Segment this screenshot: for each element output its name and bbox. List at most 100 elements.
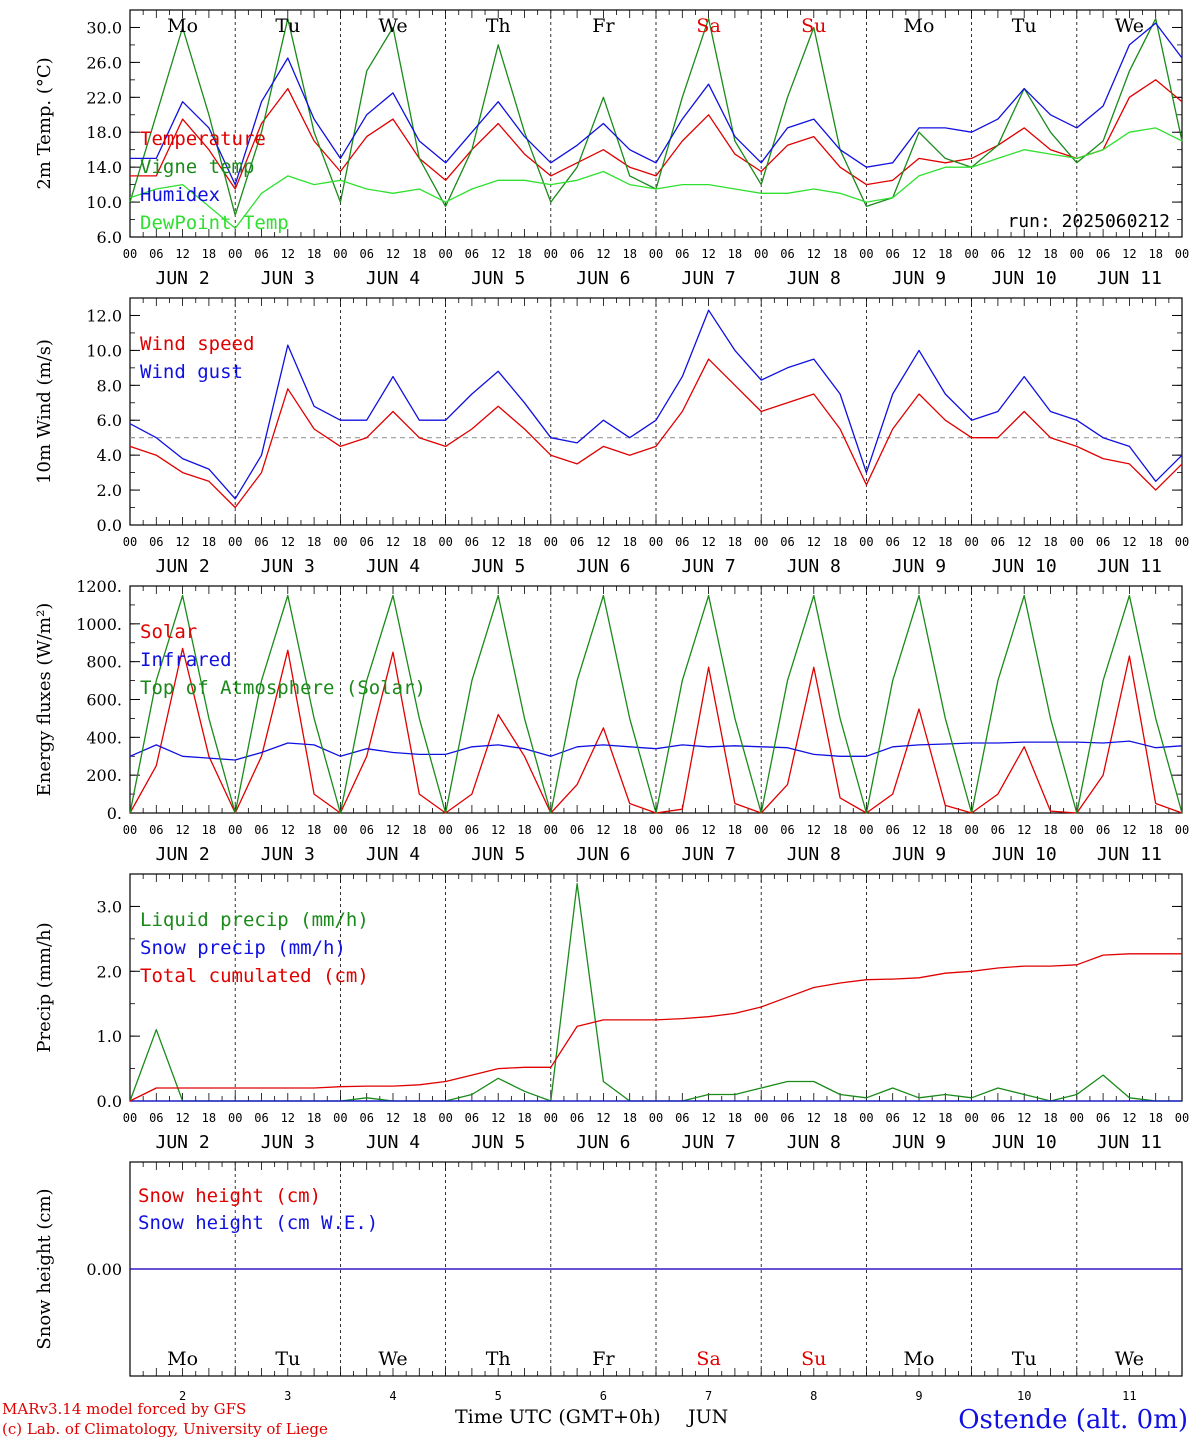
x-hour-label: 06	[254, 247, 268, 261]
x-hour-label: 18	[307, 535, 321, 549]
panel-1: 6.0 10.0 14.0 18.0 22.0 26.0 30.0 2m Temp. (°C)…	[34, 9, 1189, 289]
x-date-label: JUN 7	[682, 268, 736, 289]
y-tick-label: 1200.	[76, 577, 122, 596]
x-hour-label: 00	[1175, 1111, 1189, 1125]
y-axis-label: 2m Temp. (°C)	[34, 57, 55, 189]
x-day-number: 5	[495, 1389, 502, 1403]
x-hour-label: 00	[544, 823, 558, 837]
x-hour-label: 06	[991, 535, 1005, 549]
x-hour-label: 12	[912, 247, 926, 261]
x-day-number: 9	[915, 1389, 922, 1403]
x-hour-label: 12	[175, 1111, 189, 1125]
x-hour-label: 18	[833, 535, 847, 549]
day-name-label: Su	[801, 1348, 826, 1370]
x-hour-label: 06	[675, 247, 689, 261]
x-hour-label: 18	[412, 1111, 426, 1125]
y-tick-label: 0.0	[97, 1092, 122, 1111]
x-hour-label: 06	[1096, 247, 1110, 261]
x-hour-label: 18	[412, 247, 426, 261]
x-hour-label: 18	[307, 1111, 321, 1125]
y-tick-label: 10.0	[86, 193, 122, 212]
x-hour-label: 00	[649, 535, 663, 549]
x-hour-label: 06	[465, 823, 479, 837]
day-name-label: Fr	[592, 15, 615, 37]
x-hour-label: 12	[1122, 1111, 1136, 1125]
x-hour-label: 12	[175, 535, 189, 549]
day-name-label: We	[378, 1348, 407, 1370]
x-hour-label: 18	[1148, 535, 1162, 549]
legend-entry: Snow height (cm W.E.)	[138, 1212, 378, 1234]
day-name-label: Tu	[275, 15, 300, 37]
series-line-temperature	[130, 79, 1183, 190]
x-hour-label: 18	[622, 1111, 636, 1125]
x-hour-label: 00	[649, 823, 663, 837]
x-hour-label: 00	[754, 535, 768, 549]
x-hour-label: 06	[780, 535, 794, 549]
x-hour-label: 12	[807, 535, 821, 549]
x-hour-label: 00	[1175, 823, 1189, 837]
x-date-label: JUN 9	[892, 556, 946, 577]
y-tick-label: 14.0	[86, 158, 122, 177]
y-tick-label: 26.0	[86, 53, 122, 72]
x-day-number: 2	[179, 1389, 186, 1403]
x-date-label: JUN 2	[156, 268, 210, 289]
x-date-label: JUN 11	[1097, 268, 1162, 289]
x-hour-label: 12	[701, 823, 715, 837]
x-hour-label: 18	[728, 535, 742, 549]
x-hour-label: 18	[412, 535, 426, 549]
x-hour-label: 12	[281, 823, 295, 837]
x-hour-label: 18	[938, 1111, 952, 1125]
x-hour-label: 06	[991, 247, 1005, 261]
x-hour-label: 12	[491, 823, 505, 837]
x-hour-label: 12	[1122, 535, 1136, 549]
panel-3: 0. 200. 400. 600. 800. 1000. 1200. Energy fluxe…	[34, 577, 1189, 865]
x-hour-label: 06	[675, 535, 689, 549]
x-hour-label: 12	[596, 1111, 610, 1125]
x-hour-label: 00	[1070, 535, 1084, 549]
x-hour-label: 06	[885, 823, 899, 837]
x-hour-label: 00	[859, 823, 873, 837]
x-hour-label: 00	[754, 823, 768, 837]
station-label: Ostende (alt. 0m)	[958, 1405, 1188, 1435]
series-line-humidex	[130, 22, 1183, 186]
series-line-dewpoint-temp	[129, 127, 1183, 229]
day-name-label: Su	[801, 15, 826, 37]
x-date-label: JUN 7	[682, 556, 736, 577]
panel-5: 0.00 Snow height (cm) Snow height (cm) Snow…	[34, 1161, 1183, 1403]
x-hour-label: 00	[123, 535, 137, 549]
y-tick-label: 10.0	[86, 341, 122, 360]
model-credit: MARv3.14 model forced by GFS	[2, 1400, 246, 1418]
x-hour-label: 12	[596, 247, 610, 261]
x-hour-label: 00	[1070, 247, 1084, 261]
x-hour-label: 12	[1122, 823, 1136, 837]
y-tick-label: 6.0	[97, 228, 122, 247]
x-hour-label: 18	[833, 823, 847, 837]
day-name-label: We	[1115, 1348, 1144, 1370]
x-hour-label: 06	[780, 247, 794, 261]
x-date-label: JUN 7	[682, 1132, 736, 1153]
x-hour-label: 12	[807, 823, 821, 837]
x-date-label: JUN 11	[1097, 556, 1162, 577]
x-date-label: JUN 8	[787, 844, 841, 865]
x-hour-label: 06	[254, 535, 268, 549]
x-hour-label: 12	[1017, 823, 1031, 837]
day-name-label: Mo	[167, 15, 198, 37]
x-hour-label: 12	[175, 823, 189, 837]
x-date-label: JUN 5	[471, 844, 525, 865]
x-hour-label: 00	[649, 1111, 663, 1125]
x-hour-label: 00	[1070, 823, 1084, 837]
x-date-label: JUN 3	[261, 268, 315, 289]
x-date-label: JUN 2	[156, 1132, 210, 1153]
x-hour-label: 18	[307, 823, 321, 837]
y-tick-label: 18.0	[86, 123, 122, 142]
x-hour-label: 06	[149, 1111, 163, 1125]
x-hour-label: 18	[833, 1111, 847, 1125]
y-axis-label: Precip (mm/h)	[34, 922, 55, 1052]
x-hour-label: 00	[333, 1111, 347, 1125]
x-hour-label: 12	[701, 247, 715, 261]
x-day-number: 7	[705, 1389, 712, 1403]
x-hour-label: 06	[991, 1111, 1005, 1125]
y-tick-label: 8.0	[97, 376, 122, 395]
y-tick-label: 12.0	[86, 306, 122, 325]
x-date-label: JUN 2	[156, 844, 210, 865]
